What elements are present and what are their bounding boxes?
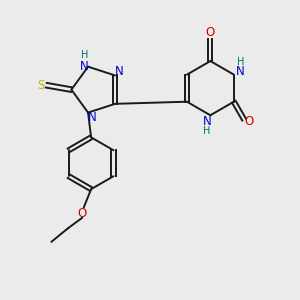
Text: N: N: [115, 64, 123, 77]
Text: N: N: [80, 60, 88, 73]
Text: O: O: [245, 115, 254, 128]
Text: S: S: [38, 79, 45, 92]
Text: N: N: [202, 115, 211, 128]
Text: O: O: [78, 207, 87, 220]
Text: N: N: [236, 65, 245, 78]
Text: N: N: [88, 110, 97, 124]
Text: H: H: [203, 126, 211, 136]
Text: O: O: [206, 26, 215, 39]
Text: H: H: [81, 50, 88, 61]
Text: H: H: [237, 57, 244, 67]
